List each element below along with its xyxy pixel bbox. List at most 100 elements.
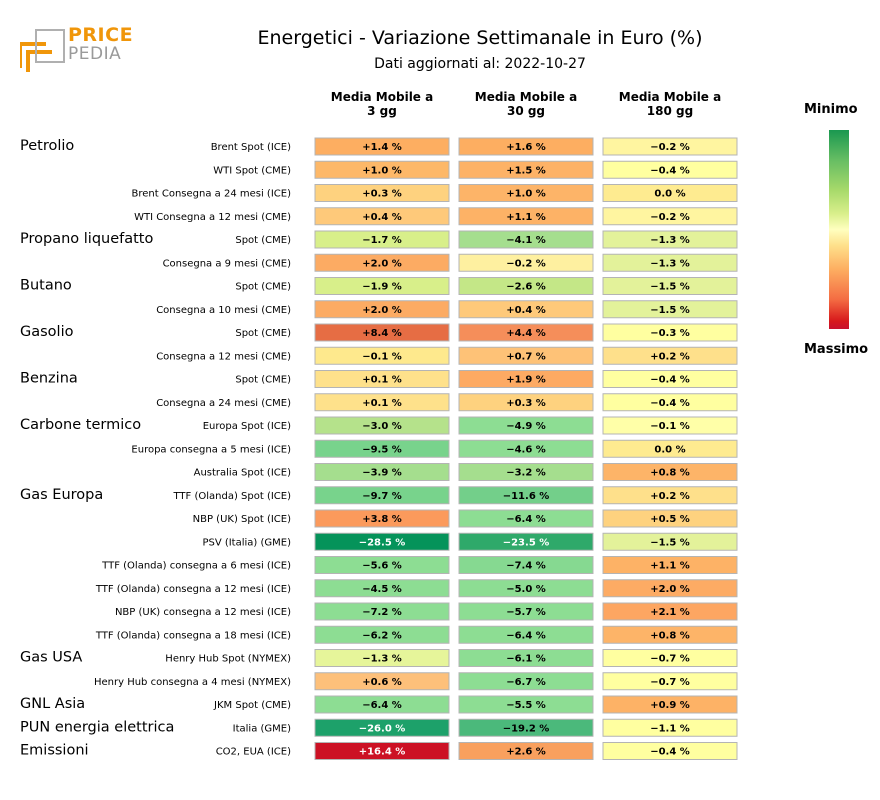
row-label: NBP (UK) consegna a 12 mesi (ICE) bbox=[115, 607, 291, 618]
heatmap-cell bbox=[458, 277, 594, 295]
cell-value-label: 0.0 % bbox=[654, 444, 685, 455]
cell-value-label: −0.2 % bbox=[506, 258, 546, 269]
cell-value-label: −1.7 % bbox=[362, 235, 402, 246]
heatmap-chart: Brent Spot (ICE) +1.4 % +1.6 % −0.2 % WTI Sp… bbox=[20, 137, 738, 760]
row-label: Spot (CME) bbox=[235, 375, 291, 386]
row-label: JKM Spot (CME) bbox=[213, 700, 291, 711]
heatmap-cell bbox=[458, 439, 594, 458]
row-label: Consegna a 10 mesi (CME) bbox=[156, 305, 291, 316]
cell-value-label: +1.0 % bbox=[506, 189, 546, 200]
cell-value-label: +1.1 % bbox=[506, 212, 546, 223]
column-header-180gg: Media Mobile a 180 gg bbox=[618, 90, 722, 118]
cell-value-label: −0.4 % bbox=[650, 165, 690, 176]
heatmap-cell bbox=[458, 718, 594, 737]
cell-value-label: 0.0 % bbox=[654, 189, 685, 200]
cell-value-label: +1.9 % bbox=[506, 375, 546, 386]
heatmap-cell bbox=[602, 184, 738, 202]
row-label: Italia (GME) bbox=[233, 723, 291, 734]
heatmap-cell bbox=[314, 416, 450, 435]
row-label: Europa consegna a 5 mesi (ICE) bbox=[131, 444, 291, 455]
row-label: Henry Hub consegna a 4 mesi (NYMEX) bbox=[94, 677, 291, 688]
heatmap-cell bbox=[314, 579, 450, 598]
heatmap-cell bbox=[314, 370, 450, 388]
heatmap-cell bbox=[602, 509, 738, 528]
cell-value-label: −1.1 % bbox=[650, 723, 690, 734]
heatmap-cell bbox=[314, 532, 450, 551]
heatmap-cell bbox=[458, 370, 594, 388]
heatmap-cell bbox=[458, 649, 594, 667]
cell-value-label: +0.6 % bbox=[362, 677, 402, 688]
heatmap-cell bbox=[602, 556, 738, 574]
column-header-30gg: Media Mobile a 30 gg bbox=[474, 90, 578, 118]
group-label: Benzina bbox=[20, 371, 78, 387]
chart-title: Energetici - Variazione Settimanale in E… bbox=[257, 27, 703, 49]
heatmap-cell bbox=[602, 532, 738, 551]
cell-value-label: −0.4 % bbox=[650, 375, 690, 386]
heatmap-cell bbox=[458, 579, 594, 598]
cell-value-label: −9.5 % bbox=[362, 444, 402, 455]
row-label: TTF (Olanda) Spot (ICE) bbox=[172, 491, 291, 502]
row-label: CO2, EUA (ICE) bbox=[216, 747, 291, 758]
legend-min-label: Minimo bbox=[804, 102, 858, 117]
row-label: NBP (UK) Spot (ICE) bbox=[193, 514, 291, 525]
cell-value-label: −6.4 % bbox=[506, 630, 546, 641]
group-label: Propano liquefatto bbox=[20, 231, 153, 247]
heatmap-cell bbox=[458, 416, 594, 435]
cell-value-label: −2.6 % bbox=[506, 282, 546, 293]
heatmap-cell bbox=[602, 602, 738, 621]
cell-value-label: −26.0 % bbox=[359, 723, 406, 734]
cell-value-label: −4.1 % bbox=[506, 235, 546, 246]
cell-value-label: +1.5 % bbox=[506, 165, 546, 176]
heatmap-cell bbox=[602, 439, 738, 458]
cell-value-label: +1.0 % bbox=[362, 165, 402, 176]
heatmap-cell bbox=[314, 718, 450, 737]
group-label: Gas USA bbox=[20, 650, 82, 666]
heatmap-cell bbox=[458, 625, 594, 644]
cell-value-label: −9.7 % bbox=[362, 491, 402, 502]
cell-value-label: −4.9 % bbox=[506, 421, 546, 432]
heatmap-cell bbox=[458, 672, 594, 691]
heatmap-cell bbox=[602, 323, 738, 342]
heatmap-cell bbox=[602, 230, 738, 249]
row-label: Spot (CME) bbox=[235, 328, 291, 339]
heatmap-cell bbox=[458, 230, 594, 249]
cell-value-label: −0.2 % bbox=[650, 212, 690, 223]
logo-text-pedia: PEDIA bbox=[68, 44, 122, 64]
cell-value-label: −4.5 % bbox=[362, 584, 402, 595]
cell-value-label: −6.4 % bbox=[362, 700, 402, 711]
heatmap-cell bbox=[458, 137, 594, 156]
heatmap-cell bbox=[314, 695, 450, 714]
cell-value-label: −0.1 % bbox=[650, 421, 690, 432]
chart-subtitle: Dati aggiornati al: 2022-10-27 bbox=[374, 56, 586, 72]
heatmap-cell bbox=[458, 463, 594, 481]
heatmap-cell bbox=[314, 509, 450, 528]
group-label: Gasolio bbox=[20, 324, 74, 340]
cell-value-label: −3.9 % bbox=[362, 468, 402, 479]
group-label: GNL Asia bbox=[20, 696, 85, 712]
heatmap-cell bbox=[602, 370, 738, 388]
cell-value-label: +0.2 % bbox=[650, 351, 690, 362]
cell-value-label: −19.2 % bbox=[503, 723, 550, 734]
color-scale-bar bbox=[829, 130, 849, 329]
cell-value-label: −5.5 % bbox=[506, 700, 546, 711]
cell-value-label: +16.4 % bbox=[359, 747, 406, 758]
row-label: Brent Consegna a 24 mesi (ICE) bbox=[132, 189, 292, 200]
heatmap-cell bbox=[314, 300, 450, 319]
heatmap-cell bbox=[314, 207, 450, 226]
heatmap-cell bbox=[458, 695, 594, 714]
cell-value-label: +2.0 % bbox=[362, 258, 402, 269]
group-label: Butano bbox=[20, 278, 72, 294]
heatmap-cell bbox=[314, 346, 450, 365]
cell-value-label: −6.2 % bbox=[362, 630, 402, 641]
heatmap-cell bbox=[458, 532, 594, 551]
cell-value-label: +3.8 % bbox=[362, 514, 402, 525]
heatmap-cell bbox=[458, 300, 594, 319]
heatmap-cell bbox=[602, 393, 738, 412]
cell-value-label: −0.1 % bbox=[362, 351, 402, 362]
heatmap-cell bbox=[314, 602, 450, 621]
group-label: PUN energia elettrica bbox=[20, 719, 174, 735]
group-label: Carbone termico bbox=[20, 417, 141, 433]
cell-value-label: +0.4 % bbox=[506, 305, 546, 316]
heatmap-cell bbox=[314, 393, 450, 412]
cell-value-label: −3.2 % bbox=[506, 468, 546, 479]
